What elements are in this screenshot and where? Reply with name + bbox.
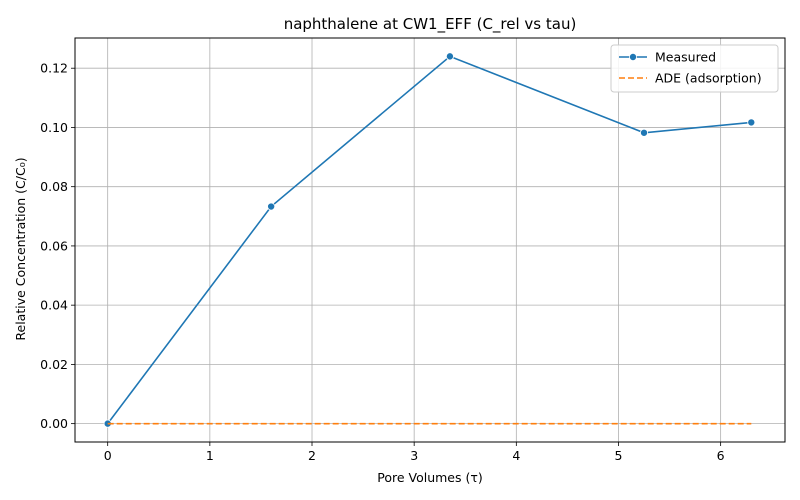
x-tick-label: 6: [717, 448, 725, 463]
y-tick-label: 0.00: [40, 416, 68, 431]
x-tick-label: 4: [512, 448, 520, 463]
x-tick-label: 1: [206, 448, 214, 463]
x-axis-title: Pore Volumes (τ): [377, 470, 483, 485]
plot-frame: [74, 37, 786, 443]
series-layer: [103, 52, 756, 428]
series-measured: [103, 52, 756, 428]
x-tick-label: 2: [308, 448, 316, 463]
ticks: 0 1 2 3 4 5 6 0.00 0.02 0.04 0.06 0.08 0.10 0.12: [40, 61, 725, 463]
data-point: [640, 128, 649, 137]
legend-box: [610, 44, 779, 93]
x-tick-label: 3: [410, 448, 418, 463]
y-tick-label: 0.04: [40, 298, 68, 313]
legend-label-ade-adsorption: ADE (adsorption): [655, 71, 762, 86]
y-tick-label: 0.10: [40, 120, 68, 135]
legend-label-measured: Measured: [655, 50, 716, 65]
data-point: [445, 52, 454, 61]
y-axis-title: Relative Concentration (C/C₀): [13, 157, 28, 340]
y-tick-label: 0.12: [40, 61, 68, 76]
chart-title: naphthalene at CW1_EFF (C_rel vs tau): [284, 15, 577, 34]
data-point: [747, 118, 756, 127]
y-tick-label: 0.02: [40, 357, 68, 372]
legend-marker-measured: [629, 53, 638, 62]
y-tick-label: 0.06: [40, 238, 68, 253]
x-tick-label: 5: [615, 448, 623, 463]
x-tick-label: 0: [104, 448, 112, 463]
legend: Measured ADE (adsorption): [610, 44, 779, 93]
y-tick-label: 0.08: [40, 179, 68, 194]
data-point: [267, 202, 276, 211]
